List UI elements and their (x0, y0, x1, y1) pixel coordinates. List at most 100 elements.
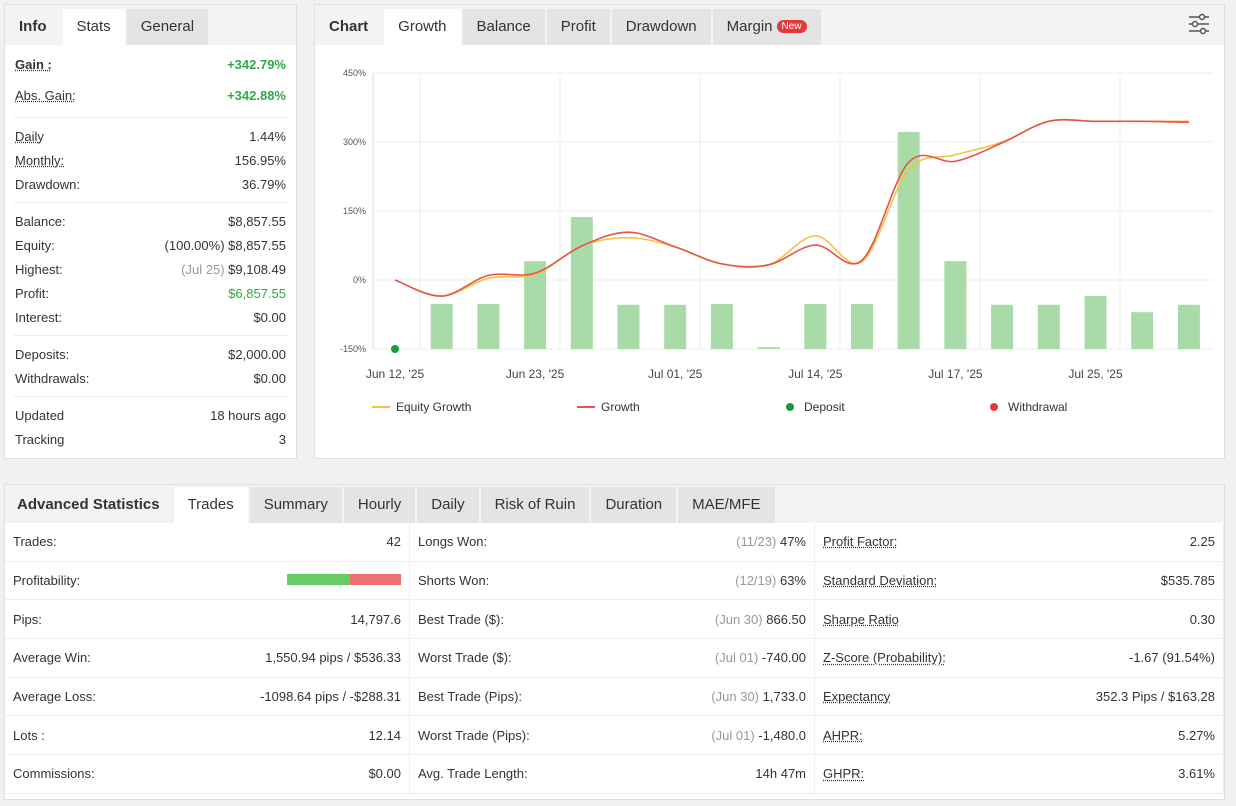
stat-cell-profitability: Profitability: (5, 561, 410, 601)
stat-cell-expectancy: Expectancy 352.3 Pips / $163.28 (815, 677, 1224, 717)
stat-label: Trades: (13, 534, 57, 550)
bar[interactable] (570, 216, 593, 349)
stat-label: Pips: (13, 611, 42, 627)
stat-label: Balance: (15, 213, 66, 229)
advanced-stats-table: Trades: 42 Longs Won: (11/23) 47% Profit Fac… (5, 523, 1224, 794)
bar[interactable] (710, 303, 733, 349)
stat-label[interactable]: AHPR: (823, 727, 863, 743)
y-tick-label: 0% (353, 275, 366, 285)
info-panel: Info Stats General Gain : +342.79% Abs. Gain… (4, 4, 297, 459)
bar[interactable] (524, 261, 547, 349)
bar[interactable] (617, 304, 640, 349)
stat-label[interactable]: Gain : (15, 57, 52, 72)
series-line-growth[interactable] (394, 118, 1189, 297)
bar[interactable] (804, 303, 827, 349)
stat-label[interactable]: Sharpe Ratio (823, 611, 899, 627)
stat-label[interactable]: Daily (15, 128, 44, 144)
stat-row-withdrawals: Withdrawals: $0.00 (5, 366, 296, 390)
tab-general[interactable]: General (126, 9, 209, 45)
stat-row-drawdown: Drawdown: 36.79% (5, 172, 296, 196)
bar[interactable] (430, 303, 453, 349)
stat-cell-ahpr: AHPR: 5.27% (815, 716, 1224, 756)
sliders-icon[interactable] (1188, 13, 1210, 35)
tab-growth[interactable]: Growth (384, 9, 461, 45)
bar[interactable] (897, 131, 920, 349)
bar[interactable] (477, 303, 500, 349)
stat-value: -740.00 (761, 650, 806, 666)
stat-cell-average-win: Average Win: 1,550.94 pips / $536.33 (5, 639, 410, 678)
bar[interactable] (664, 304, 687, 349)
stat-value-wrap: -1098.64 pips / -$288.31 (260, 689, 401, 704)
stat-value: 18 hours ago (210, 407, 286, 423)
stat-value-wrap: (Jun 30) 1,733.0 (711, 689, 806, 704)
bar[interactable] (944, 261, 967, 349)
stat-prefix: (11/23) (736, 534, 777, 550)
stat-value: 156.95% (234, 152, 286, 168)
y-tick-label: 150% (343, 206, 366, 216)
tab-hourly[interactable]: Hourly (343, 487, 416, 523)
stat-label[interactable]: Expectancy (823, 689, 891, 705)
stat-value: $2,000.00 (228, 346, 286, 362)
profitability-won (287, 574, 350, 586)
tab-summary[interactable]: Summary (249, 487, 342, 523)
stat-value-wrap: 12.14 (368, 728, 401, 743)
tab-duration[interactable]: Duration (591, 487, 677, 523)
stat-value-wrap: $0.00 (253, 371, 286, 386)
tab-stats[interactable]: Stats (62, 9, 125, 45)
stat-cell-shorts-won: Shorts Won: (12/19) 63% (410, 561, 815, 601)
stat-label[interactable]: Profit Factor: (823, 534, 898, 550)
tab-drawdown[interactable]: Drawdown (611, 9, 711, 45)
legend-growth[interactable]: Growth (577, 400, 640, 414)
tab-profit[interactable]: Profit (546, 9, 610, 45)
bar[interactable] (991, 304, 1014, 349)
stat-value: 0.30 (1189, 611, 1215, 627)
stat-prefix: (Jun 30) (711, 689, 759, 705)
tab-trades[interactable]: Trades (173, 487, 248, 523)
stat-label[interactable]: Monthly: (15, 152, 65, 168)
stat-label[interactable]: GHPR: (823, 766, 865, 782)
stat-row-daily: Daily 1.44% (5, 124, 296, 148)
new-badge: New (776, 20, 807, 33)
tab-info[interactable]: Info (19, 18, 47, 35)
legend-deposit[interactable]: Deposit (786, 400, 845, 414)
stat-value: 47% (779, 534, 806, 550)
series-line-equity-growth[interactable] (394, 118, 1189, 297)
stat-cell-pips: Pips: 14,797.6 (5, 600, 410, 640)
deposit-point[interactable] (391, 345, 399, 353)
bar[interactable] (757, 347, 780, 349)
stat-value-wrap: $0.00 (253, 310, 286, 325)
bar[interactable] (1131, 312, 1154, 349)
stat-label: Best Trade (Pips): (418, 689, 523, 705)
stat-label[interactable]: Abs. Gain: (15, 88, 76, 103)
stat-value: 42 (386, 534, 401, 550)
stat-value: $6,857.55 (228, 285, 286, 301)
stat-value-wrap: 352.3 Pips / $163.28 (1096, 689, 1215, 704)
tab-chart[interactable]: Chart (315, 9, 382, 45)
stat-prefix: (100.00%) (164, 237, 225, 253)
stat-cell-sharpe-ratio: Sharpe Ratio 0.30 (815, 600, 1224, 640)
legend-equity-growth[interactable]: Equity Growth (372, 400, 471, 414)
stat-prefix: (Jun 30) (714, 611, 763, 627)
stat-value-wrap: 156.95% (235, 153, 286, 168)
tab-daily[interactable]: Daily (417, 487, 479, 523)
bar[interactable] (1177, 304, 1200, 349)
stat-value-wrap (287, 573, 401, 588)
tab-risk-of-ruin[interactable]: Risk of Ruin (480, 487, 590, 523)
bar[interactable] (1037, 304, 1060, 349)
stat-label: Withdrawals: (15, 370, 90, 386)
stat-cell-worst-trade-pips: Worst Trade (Pips): (Jul 01) -1,480.0 (410, 716, 815, 756)
advanced-tabs: Advanced Statistics Trades Summary Hourly D… (5, 485, 1224, 523)
stat-value-wrap: 5.27% (1178, 728, 1215, 743)
tab-margin[interactable]: Margin New (712, 9, 821, 45)
tab-mae-mfe[interactable]: MAE/MFE (678, 487, 775, 523)
legend-withdrawal[interactable]: Withdrawal (990, 400, 1067, 414)
stat-value: 2.25 (1189, 534, 1215, 550)
bar[interactable] (1084, 296, 1107, 349)
tab-balance[interactable]: Balance (462, 9, 545, 45)
stat-label[interactable]: Z-Score (Probability): (823, 650, 946, 666)
bar[interactable] (851, 303, 873, 349)
stat-cell-longs-won: Longs Won: (11/23) 47% (410, 523, 815, 562)
stat-value: 1.44% (249, 128, 286, 144)
stat-label: Interest: (15, 309, 62, 325)
stat-label[interactable]: Standard Deviation: (823, 573, 938, 589)
